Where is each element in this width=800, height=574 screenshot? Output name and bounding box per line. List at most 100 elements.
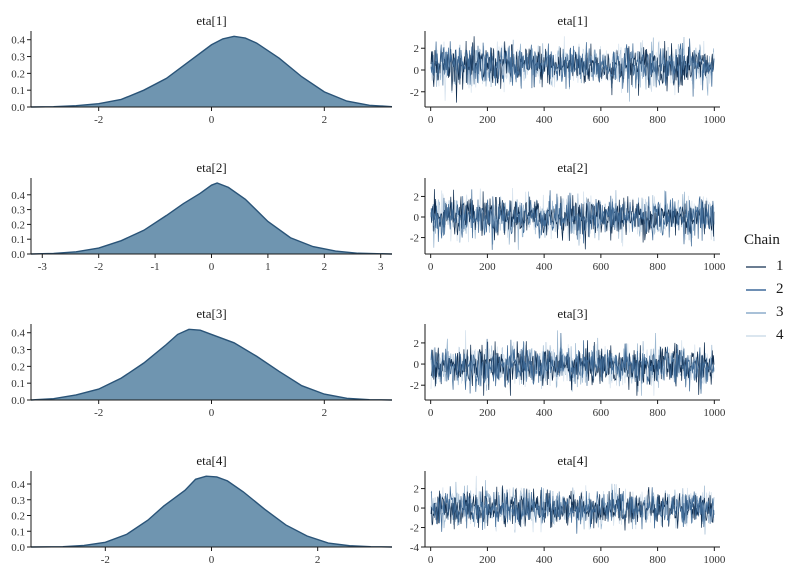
- legend-key-chain-1: [746, 265, 766, 268]
- x-tick-label: -3: [38, 261, 48, 273]
- panel-trace-2: eta[2] -2 0 2 0 200 400 600 800 1000: [410, 160, 726, 273]
- x-tick-label: 400: [536, 261, 553, 273]
- legend-label-chain-2: 2: [776, 281, 784, 297]
- chain-legend: Chain 1 2 3 4: [744, 232, 800, 347]
- panel-density-3: eta[3] 0.0 0.1 0.2 0.3 0.4 -2 0 2: [11, 306, 393, 419]
- legend-label-chain-3: 3: [776, 304, 784, 320]
- y-tick-label: 0.1: [11, 85, 25, 97]
- x-tick-label: 800: [649, 407, 666, 419]
- y-tick-label: 0.0: [11, 249, 25, 261]
- panel-title: eta[2]: [196, 160, 226, 175]
- y-tick-label: 0.3: [11, 345, 25, 357]
- trace-line-chain-2: [430, 486, 715, 534]
- x-tick-label: 1000: [703, 114, 726, 126]
- x-tick-label: 1000: [703, 407, 726, 419]
- y-tick-label: 0.4: [11, 328, 25, 340]
- x-tick-label: 200: [479, 407, 496, 419]
- x-tick-label: 0: [428, 407, 434, 419]
- panel-trace-4: eta[4] -4 -2 0 2 0 200 400 600 800 1000: [410, 453, 726, 566]
- y-tick-label: -4: [410, 542, 420, 554]
- legend-item-chain-1: 1: [744, 255, 800, 278]
- panel-title: eta[3]: [196, 306, 226, 321]
- y-tick-label: 0.1: [11, 378, 25, 390]
- x-tick-label: -2: [94, 407, 103, 419]
- density-curve: [30, 475, 393, 548]
- y-tick-label: 2: [414, 484, 420, 496]
- x-tick-label: -1: [151, 261, 160, 273]
- x-tick-label: -2: [101, 554, 110, 566]
- y-tick-label: 0: [414, 359, 420, 371]
- y-tick-label: 2: [414, 338, 420, 350]
- legend-key-chain-4: [746, 334, 766, 337]
- legend-key-chain-3: [746, 311, 766, 314]
- x-tick-label: 1000: [703, 554, 726, 566]
- y-tick-label: 0.0: [11, 542, 25, 554]
- y-tick-label: 0: [414, 212, 420, 224]
- y-tick-label: 0.4: [11, 479, 25, 491]
- density-area: [31, 329, 392, 400]
- y-tick-label: 0.2: [11, 219, 25, 231]
- x-tick-label: 200: [479, 554, 496, 566]
- y-tick-label: 0.0: [11, 102, 25, 114]
- y-tick-label: 2: [414, 191, 420, 203]
- legend-title: Chain: [744, 232, 780, 248]
- trace-lines: [430, 36, 715, 103]
- panel-title: eta[4]: [557, 453, 587, 468]
- x-tick-label: 0: [209, 407, 215, 419]
- x-tick-label: 600: [593, 407, 610, 419]
- x-tick-label: 600: [593, 554, 610, 566]
- panel-title: eta[3]: [557, 306, 587, 321]
- legend-item-chain-4: 4: [744, 324, 800, 347]
- x-tick-label: 0: [209, 261, 215, 273]
- x-tick-label: 0: [209, 554, 215, 566]
- y-tick-label: 0.3: [11, 495, 25, 507]
- y-tick-label: 0.2: [11, 361, 25, 373]
- legend-key-chain-2: [746, 288, 766, 291]
- trace-line-chain-2: [430, 38, 715, 97]
- legend-item-chain-2: 2: [744, 278, 800, 301]
- density-curve: [30, 182, 393, 255]
- y-tick-label: 0.1: [11, 234, 25, 246]
- x-tick-label: 0: [428, 554, 434, 566]
- x-tick-label: 1: [265, 261, 271, 273]
- x-tick-label: 800: [649, 554, 666, 566]
- y-tick-label: 0: [414, 503, 420, 515]
- y-tick-label: 0.3: [11, 205, 25, 217]
- y-tick-label: 0.4: [11, 190, 25, 202]
- legend-label-chain-1: 1: [776, 258, 784, 274]
- y-tick-label: 0.2: [11, 68, 25, 80]
- x-tick-label: 200: [479, 114, 496, 126]
- x-tick-label: -2: [94, 261, 103, 273]
- y-tick-label: 0: [414, 65, 420, 77]
- y-tick-label: -2: [410, 380, 419, 392]
- y-tick-label: 0.2: [11, 511, 25, 523]
- x-tick-label: 400: [536, 554, 553, 566]
- panel-density-2: eta[2] 0.0 0.1 0.2 0.3 0.4 -3 -2 -1 0 1 2 3: [11, 160, 393, 273]
- y-tick-label: 0.4: [11, 35, 25, 47]
- y-tick-label: 0.1: [11, 526, 25, 538]
- x-tick-label: 800: [649, 114, 666, 126]
- y-tick-label: -2: [410, 87, 419, 99]
- x-tick-label: 600: [593, 261, 610, 273]
- x-tick-label: 1000: [703, 261, 726, 273]
- x-tick-label: 2: [322, 114, 328, 126]
- trace-lines: [430, 330, 715, 396]
- x-tick-label: 0: [209, 114, 215, 126]
- density-curve: [30, 35, 393, 108]
- x-tick-label: 2: [322, 261, 328, 273]
- panel-trace-3: eta[3] -2 0 2 0 200 400 600 800 1000: [410, 306, 726, 419]
- x-tick-label: 400: [536, 407, 553, 419]
- y-tick-label: -2: [410, 233, 419, 245]
- x-tick-label: 2: [322, 407, 328, 419]
- y-tick-label: 2: [414, 43, 420, 55]
- trace-line-chain-2: [430, 332, 715, 394]
- y-tick-label: 0.0: [11, 395, 25, 407]
- y-tick-label: 0.3: [11, 52, 25, 64]
- x-tick-label: 3: [378, 261, 384, 273]
- panel-title: eta[1]: [557, 13, 587, 28]
- x-tick-label: 2: [315, 554, 321, 566]
- x-tick-label: 400: [536, 114, 553, 126]
- legend-item-chain-3: 3: [744, 301, 800, 324]
- x-tick-label: 200: [479, 261, 496, 273]
